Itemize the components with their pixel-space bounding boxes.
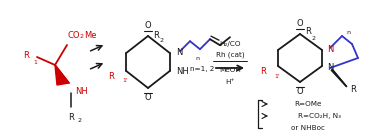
Text: 2: 2: [160, 38, 164, 43]
Text: O: O: [297, 87, 303, 96]
Text: R: R: [260, 67, 266, 76]
Text: O: O: [297, 19, 303, 29]
Text: 1': 1': [122, 78, 128, 83]
Text: H₂/CO: H₂/CO: [219, 41, 241, 47]
Text: CO: CO: [67, 30, 79, 39]
Text: or NHBoc: or NHBoc: [291, 125, 325, 131]
Text: N: N: [176, 48, 182, 57]
Text: NH: NH: [176, 67, 189, 76]
Text: 1: 1: [33, 59, 37, 64]
Text: R: R: [23, 51, 29, 60]
Text: N: N: [327, 63, 333, 71]
Text: N: N: [327, 44, 333, 54]
Text: 2: 2: [79, 34, 83, 39]
Text: R: R: [153, 31, 159, 40]
Text: R: R: [305, 27, 311, 36]
Polygon shape: [55, 65, 69, 85]
Polygon shape: [331, 70, 347, 87]
Text: 1': 1': [274, 75, 280, 79]
Text: R: R: [108, 72, 114, 81]
Text: H⁺: H⁺: [225, 79, 235, 85]
Text: n=1, 2: n=1, 2: [190, 66, 214, 72]
Text: 2: 2: [77, 117, 81, 123]
Text: R: R: [68, 112, 74, 121]
Text: Rh (cat): Rh (cat): [216, 52, 244, 58]
Text: O: O: [145, 22, 151, 30]
Text: n: n: [346, 30, 350, 35]
Text: NH: NH: [75, 87, 88, 95]
Text: Me: Me: [84, 30, 96, 39]
Text: n: n: [195, 56, 199, 61]
Text: MeOH: MeOH: [219, 67, 241, 73]
Text: R=OMe: R=OMe: [294, 101, 322, 107]
Text: O: O: [145, 94, 151, 103]
Text: R=CO₂H, N₃: R=CO₂H, N₃: [299, 113, 341, 119]
Text: 2: 2: [312, 35, 316, 40]
Text: R: R: [350, 86, 356, 95]
